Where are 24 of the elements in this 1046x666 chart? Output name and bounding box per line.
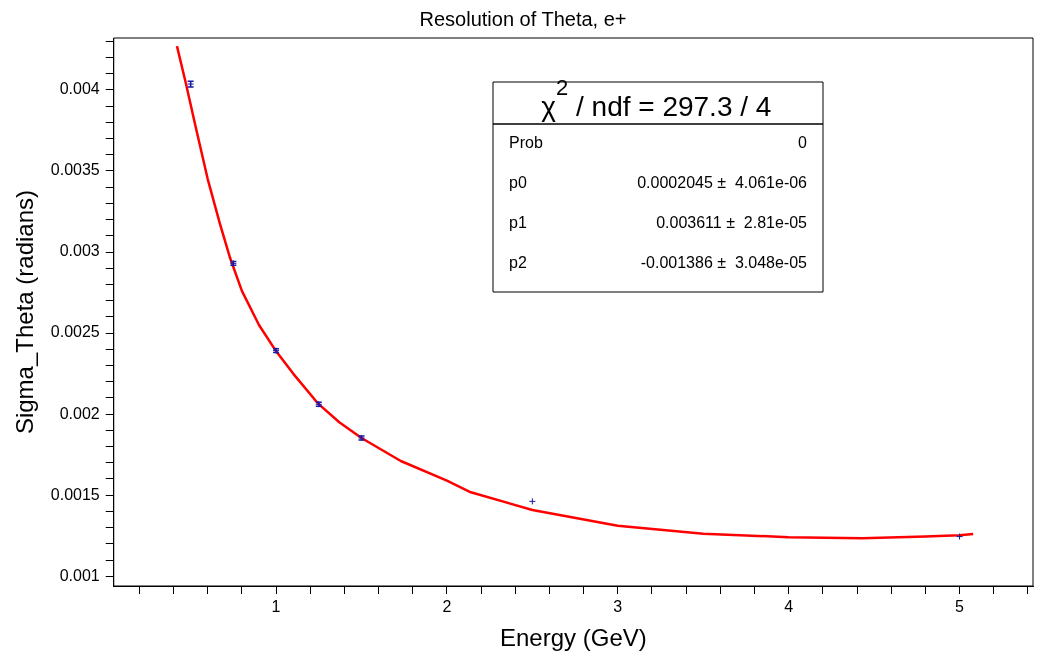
x-axis-title: Energy (GeV) bbox=[500, 624, 647, 652]
x-tick-label: 2 bbox=[442, 598, 452, 616]
annotation: -0.001386 ± 3.048e-05 bbox=[640, 254, 808, 271]
y-tick-label: 0.003 bbox=[59, 242, 100, 260]
y-tick-label: 0.0035 bbox=[50, 161, 100, 179]
annotation: p0 bbox=[509, 174, 527, 191]
y-tick-label: 0.002 bbox=[59, 404, 100, 422]
annotation: 0.003611 ± 2.81e-05 bbox=[656, 214, 808, 231]
annotation: 0 bbox=[798, 134, 808, 151]
annotation: Prob bbox=[509, 134, 543, 151]
x-tick-label: 3 bbox=[613, 598, 623, 616]
annotation: p2 bbox=[509, 254, 527, 271]
point bbox=[528, 497, 536, 505]
y-tick-label: 0.001 bbox=[59, 566, 100, 584]
y-tick-label: 0.0015 bbox=[50, 485, 100, 503]
x-tick-label: 4 bbox=[784, 598, 794, 616]
y-axis-title: Sigma_Theta (radians) bbox=[11, 189, 39, 435]
annotation: 0.0002045 ± 4.061e-06 bbox=[637, 174, 808, 191]
x-tick-label: 1 bbox=[271, 598, 281, 616]
y-tick-label: 0.0025 bbox=[50, 323, 100, 341]
annotation: p1 bbox=[509, 214, 527, 231]
y-tick-label: 0.004 bbox=[59, 80, 100, 98]
chart-title: Resolution of Theta, e+ bbox=[419, 7, 627, 30]
x-tick-label: 5 bbox=[955, 598, 965, 616]
